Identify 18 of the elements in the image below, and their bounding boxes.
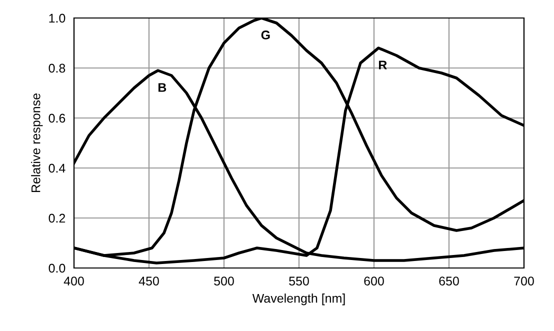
x-tick-label: 650 (439, 276, 459, 286)
series-label: B (158, 83, 166, 92)
x-tick-label: 600 (364, 276, 384, 286)
x-tick-label: 550 (289, 276, 309, 286)
series-label: R (378, 60, 387, 70)
y-tick-label: 1.0 (49, 14, 66, 23)
x-tick-label: 450 (138, 276, 159, 286)
x-tick-label: 700 (514, 276, 534, 286)
series-label: G (261, 30, 270, 40)
y-tick-label: 0.8 (48, 64, 66, 73)
y-tick-label: 0.4 (48, 164, 66, 173)
y-axis-title: Relative response (31, 94, 43, 192)
x-tick-label: 500 (214, 276, 234, 286)
x-tick-label: 400 (64, 276, 84, 286)
y-tick-label: 0.2 (48, 214, 66, 223)
x-axis-title: Wavelength [nm] (252, 294, 345, 306)
y-tick-label: 0.6 (48, 114, 66, 123)
y-tick-label: 0.0 (48, 264, 66, 273)
